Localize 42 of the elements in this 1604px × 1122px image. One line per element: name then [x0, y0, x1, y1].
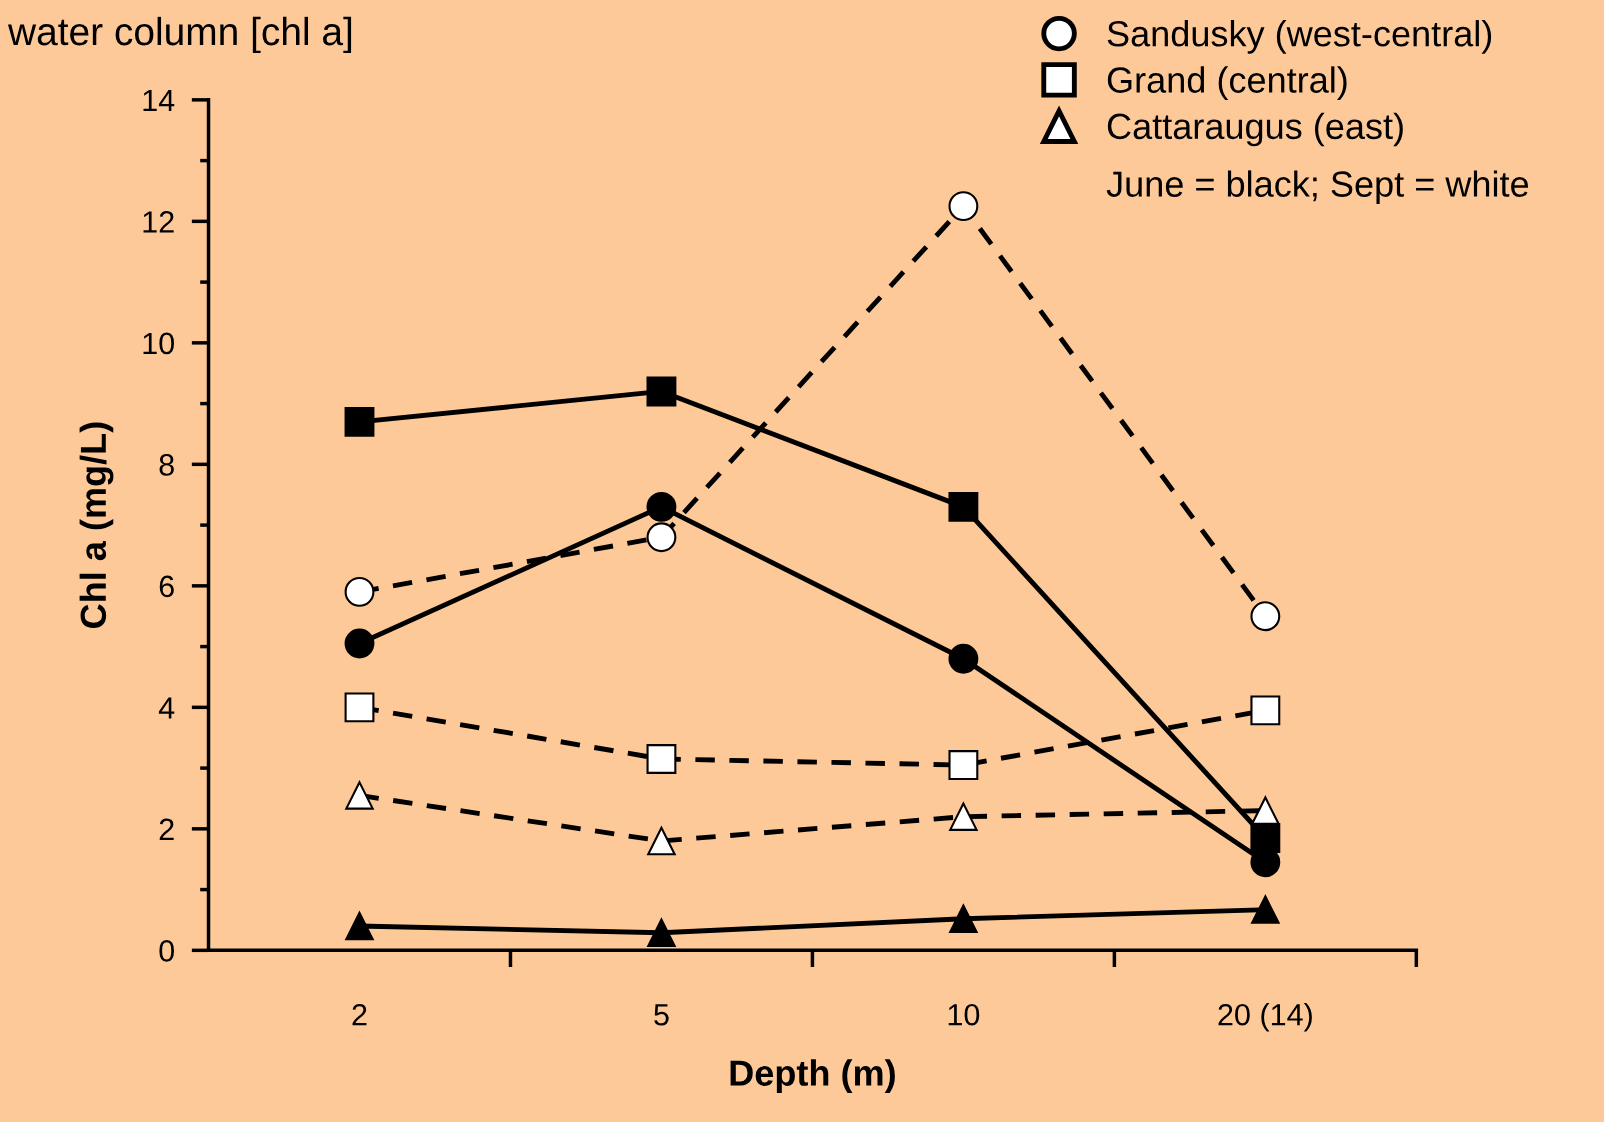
- chart-title: water column [chl a]: [7, 16, 352, 54]
- y-tick-label: 10: [143, 332, 174, 355]
- point: [344, 628, 375, 659]
- point: [1250, 823, 1281, 853]
- point: [646, 491, 677, 522]
- point: [1251, 796, 1280, 825]
- point: [647, 918, 676, 947]
- point: [1250, 695, 1281, 726]
- point: [646, 522, 677, 553]
- point: [344, 692, 375, 723]
- y-tick-label: 6: [159, 575, 174, 598]
- point: [1250, 601, 1281, 632]
- x-tick-label: 2: [352, 1003, 367, 1026]
- x-axis-title: Depth (m): [730, 1059, 895, 1094]
- y-tick-label: 4: [158, 697, 175, 719]
- x-tick-label: 5: [654, 1004, 669, 1026]
- point: [949, 802, 978, 831]
- point: [1251, 895, 1280, 924]
- y-tick-label: 2: [159, 818, 174, 840]
- y-axis-title: Chl a (mg/L): [79, 422, 114, 628]
- legend-label: Cattaraugus (east): [1107, 112, 1403, 147]
- point: [646, 376, 677, 407]
- point: [948, 491, 979, 522]
- point: [344, 406, 375, 437]
- point: [948, 191, 979, 222]
- point: [949, 904, 978, 933]
- y-tick-label: 0: [159, 940, 174, 962]
- x-tick-label: 10: [948, 1003, 980, 1026]
- point: [948, 643, 979, 674]
- legend-label: Sandusky (west-central): [1107, 20, 1492, 54]
- annotation: June = black; Sept = white: [1106, 170, 1529, 205]
- point: [948, 750, 979, 780]
- legend-label: Grand (central): [1107, 66, 1347, 100]
- point: [647, 826, 676, 856]
- point: [345, 911, 374, 941]
- x-tick-label: 20 (14): [1218, 1003, 1312, 1032]
- point: [345, 781, 374, 810]
- point: [344, 576, 375, 607]
- y-tick-label: 12: [143, 211, 174, 233]
- point: [646, 744, 677, 774]
- y-tick-label: 8: [159, 454, 174, 476]
- y-tick-label: 14: [143, 89, 175, 111]
